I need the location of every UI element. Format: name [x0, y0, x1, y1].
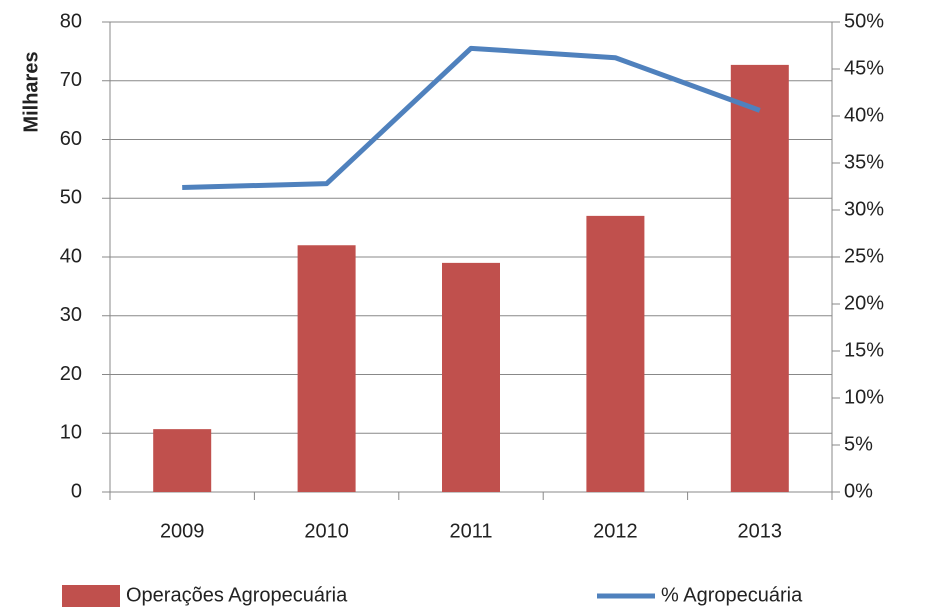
y2-tick-label: 20% — [844, 292, 884, 314]
x-tick-label: 2013 — [738, 520, 783, 542]
x-tick-label: 2012 — [593, 520, 638, 542]
y-tick-label: 50 — [60, 187, 82, 209]
y2-tick-label: 10% — [844, 386, 884, 408]
y-tick-label: 0 — [71, 480, 82, 502]
legend-label: % Agropecuária — [661, 584, 803, 606]
y2-tick-label: 15% — [844, 339, 884, 361]
y-axis-title: Milhares — [20, 51, 42, 132]
bar — [153, 429, 212, 492]
x-tick-label: 2009 — [160, 520, 205, 542]
y-tick-label: 10 — [60, 422, 82, 444]
y-tick-label: 60 — [60, 128, 82, 150]
y2-tick-label: 0% — [844, 480, 873, 502]
bar — [730, 64, 789, 492]
y-tick-label: 20 — [60, 363, 82, 385]
line — [182, 45, 761, 190]
legend-label: Operações Agropecuária — [126, 584, 348, 606]
y-tick-label: 70 — [60, 69, 82, 91]
y2-tick-label: 45% — [844, 57, 884, 79]
legend-swatch — [62, 585, 120, 607]
y2-tick-label: 5% — [844, 433, 873, 455]
x-tick-label: 2010 — [304, 520, 349, 542]
y2-tick-label: 30% — [844, 198, 884, 220]
bar — [442, 262, 500, 492]
bar — [586, 215, 645, 492]
y2-tick-label: 35% — [844, 151, 884, 173]
y2-tick-label: 50% — [844, 10, 884, 32]
x-tick-label: 2011 — [449, 520, 492, 542]
y-tick-label: 40 — [60, 245, 82, 267]
y-tick-label: 30 — [60, 304, 82, 326]
bar — [297, 245, 356, 492]
y-tick-label: 80 — [60, 10, 82, 32]
y2-tick-label: 40% — [844, 104, 884, 126]
y2-tick-label: 25% — [844, 245, 884, 267]
